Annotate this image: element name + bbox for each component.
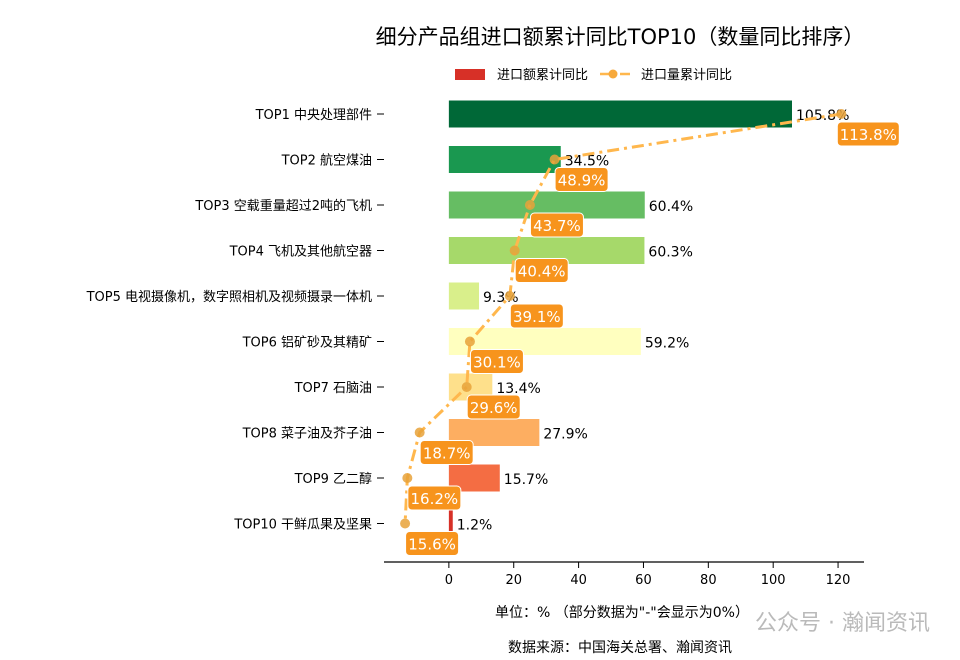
y-tick-label: TOP5 电视摄像机，数字照相机及视频摄录一体机 <box>86 290 372 305</box>
bar-value-label: 59.2% <box>645 336 689 352</box>
bar <box>448 146 561 173</box>
x-axis-label: 单位：% （部分数据为"-"会显示为0%） <box>495 605 749 621</box>
y-tick-label: TOP8 菜子油及芥子油 <box>242 427 372 442</box>
line-value-label: 16.2% <box>411 490 459 508</box>
line-marker <box>524 200 535 210</box>
line-series <box>403 112 842 524</box>
legend-bar-label: 进口额累计同比 <box>497 68 588 83</box>
line-marker <box>461 382 472 392</box>
bar-value-label: 27.9% <box>543 427 587 443</box>
line-value-label: 48.9% <box>558 172 606 190</box>
line-value-label: 43.7% <box>533 217 581 235</box>
bar <box>448 100 792 128</box>
line-marker <box>464 336 475 347</box>
bar-value-label: 1.2% <box>457 518 493 534</box>
bar <box>448 282 480 310</box>
bar-value-label: 60.4% <box>649 199 693 215</box>
y-tick-label: TOP7 石脑油 <box>294 381 372 396</box>
chart-title: 细分产品组进口额累计同比TOP10（数量同比排序） <box>376 25 865 49</box>
legend-line-marker <box>608 69 618 79</box>
x-tick-label: 20 <box>505 573 522 588</box>
legend-bar-swatch <box>455 69 485 80</box>
line-value-box <box>405 531 460 556</box>
line-value-box <box>469 349 524 374</box>
bar-value-label: 15.7% <box>504 472 548 488</box>
line-value-box <box>466 394 521 420</box>
x-tick-label: 40 <box>570 573 587 588</box>
y-tick-label: TOP6 铝矿砂及其精矿 <box>242 336 372 351</box>
line-marker <box>509 245 520 256</box>
line-marker <box>836 109 847 119</box>
line-value-label: 39.1% <box>513 308 561 326</box>
line-value-label: 30.1% <box>473 354 521 372</box>
line-marker <box>414 427 425 438</box>
x-tick-label: 80 <box>700 573 717 588</box>
y-tick-label: TOP3 空载重量超过2吨的飞机 <box>194 198 372 214</box>
y-tick-label: TOP1 中央处理部件 <box>255 108 372 123</box>
x-tick-label: 120 <box>826 573 851 588</box>
line-marker <box>549 154 560 165</box>
line-marker <box>400 518 411 529</box>
x-tick-label: 60 <box>635 573 652 588</box>
y-tick-label: TOP9 乙二醇 <box>294 471 372 487</box>
y-tick-label: TOP2 航空煤油 <box>281 153 372 169</box>
legend-line-label: 进口量累计同比 <box>641 68 732 83</box>
line-value-label: 113.8% <box>840 126 897 144</box>
line-value-box <box>554 167 609 192</box>
line-value-label: 15.6% <box>408 536 456 554</box>
bar-value-label: 60.3% <box>648 245 692 261</box>
source-note: 数据来源：中国海关总署、瀚闻资讯 <box>508 640 732 656</box>
x-tick-label: 0 <box>445 573 453 588</box>
line-value-box <box>407 485 462 511</box>
watermark: 公众号 · 瀚闻资讯 <box>755 611 930 636</box>
x-tick-label: 100 <box>761 573 786 588</box>
line-value-label: 18.7% <box>423 445 471 463</box>
y-tick-label: TOP4 飞机及其他航空器 <box>229 244 372 260</box>
bar <box>448 510 453 537</box>
line-value-box <box>514 258 569 283</box>
line-value-box <box>419 440 474 465</box>
line-value-box <box>836 121 900 147</box>
line-value-label: 29.6% <box>470 399 518 417</box>
bar-value-label: 13.4% <box>496 381 540 397</box>
line-marker <box>402 473 413 483</box>
line-value-box <box>509 303 564 329</box>
y-tick-label: TOP10 干鲜瓜果及坚果 <box>233 518 372 533</box>
line-marker <box>504 291 515 301</box>
line-value-box <box>529 212 584 238</box>
legend: 进口额累计同比 进口量累计同比 <box>455 68 732 83</box>
line-value-label: 40.4% <box>518 263 566 281</box>
